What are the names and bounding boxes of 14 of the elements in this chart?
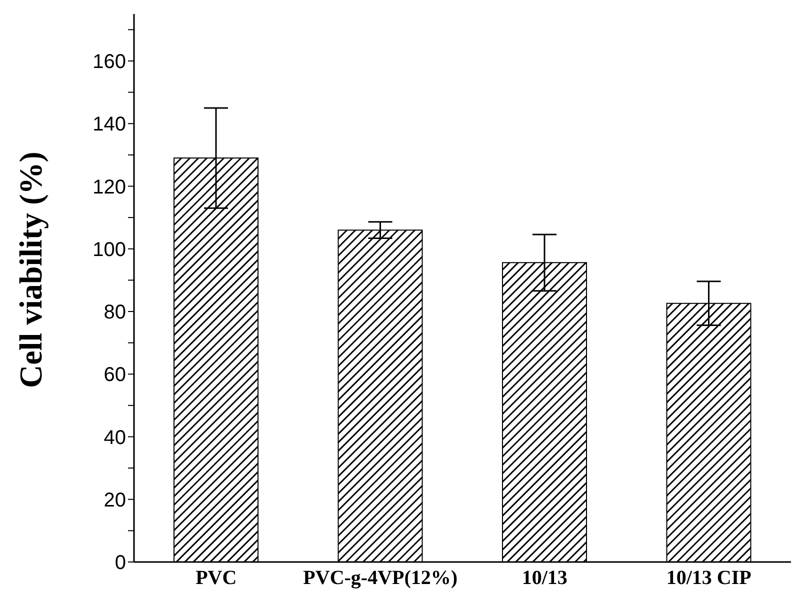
y-tick-label: 40 — [104, 426, 126, 449]
y-tick-label: 60 — [104, 364, 126, 386]
x-tick-label: 10/13 CIP — [666, 567, 752, 590]
y-axis-title: Cell viability (%) — [12, 152, 48, 388]
y-tick-label: 0 — [114, 552, 126, 574]
x-tick-label: PVC — [196, 567, 237, 590]
x-tick-label: PVC-g-4VP(12%) — [303, 567, 458, 590]
y-tick-label: 140 — [92, 114, 126, 136]
y-tick-label: 80 — [104, 302, 126, 324]
y-tick-label: 120 — [92, 176, 126, 198]
x-tick-label: 10/13 — [522, 567, 568, 590]
y-tick-label: 100 — [92, 238, 126, 261]
y-tick-label: 160 — [92, 51, 126, 74]
y-tick-label: 20 — [104, 489, 126, 512]
